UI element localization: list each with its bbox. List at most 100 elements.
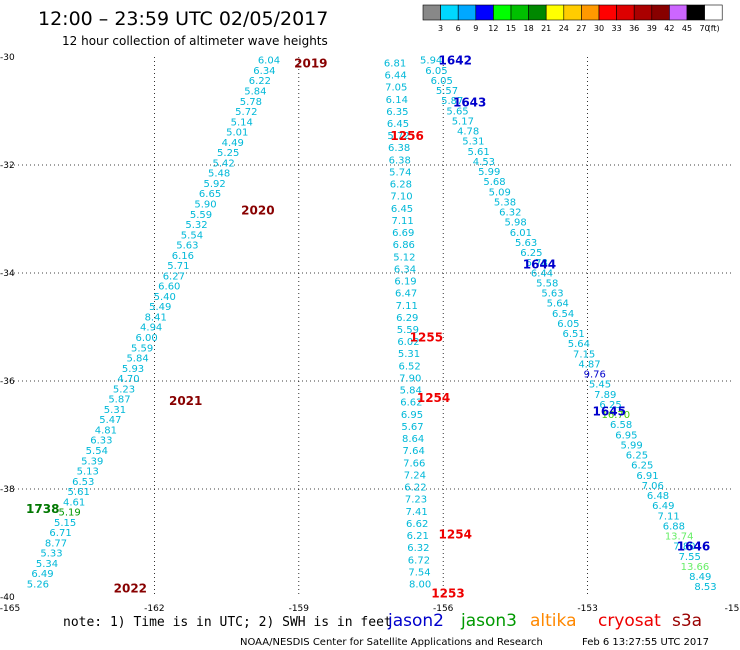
wave-height-point: 16.70 [602,410,631,421]
wave-height-point: 6.47 [395,289,417,300]
colorbar-swatch [633,4,653,21]
wave-height-point: 6.88 [663,521,685,532]
satellite-legend-altika: altika [530,611,577,631]
wave-height-point: 5.84 [126,354,148,365]
wave-height-point: 4.78 [457,127,479,138]
wave-height-point: 7.06 [642,481,664,492]
wave-height-point: 5.42 [213,158,235,169]
wave-height-point: 7.11 [657,511,679,522]
satellite-legend-cryosat: cryosat [598,611,661,631]
wave-height-point: 6.62 [406,519,428,530]
wave-height-point: 6.51 [562,329,584,340]
time-label: 2019 [294,56,327,70]
wave-height-point: 5.25 [217,148,239,159]
time-label: 2022 [114,581,147,595]
footer-note: note: 1) Time is in UTC; 2) SWH is in fe… [63,615,392,630]
wave-height-point: 6.00 [136,333,158,344]
wave-height-point: 4.81 [95,425,117,436]
wave-height-point: 7.66 [403,458,425,469]
time-label: 1254 [417,391,450,405]
wave-height-point: 6.44 [385,71,407,82]
x-tick-label: -165 [0,604,20,614]
wave-height-point: 6.05 [431,76,453,87]
wave-height-point: 9.76 [584,370,606,381]
wave-height-point: 5.57 [436,86,458,97]
wave-height-point: 6.34 [253,66,275,77]
wave-height-point: 6.16 [172,251,194,262]
y-tick-label: -32 [0,161,15,171]
wave-height-point: 5.26 [27,580,49,591]
wave-height-point: 5.94 [420,56,442,67]
satellite-legend-jason3: jason3 [460,611,517,631]
wave-height-point: 7.10 [390,192,412,203]
colorbar-swatch [440,4,459,21]
wave-height-point: 5.92 [203,179,225,190]
wave-height-point: 5.14 [231,117,253,128]
wave-height-point: 5.33 [40,549,62,560]
wave-height-point: 6.19 [394,277,416,288]
wave-height-point: 8.49 [689,572,711,583]
wave-height-point: 4.70 [117,374,139,385]
wave-height-point: 6.02 [397,337,419,348]
chart-title: 12:00 – 23:59 UTC 02/05/2017 [38,8,328,30]
wave-height-point: 6.49 [652,501,674,512]
wave-height-point: 5.61 [68,487,90,498]
colorbar-swatch [616,4,635,21]
wave-height-point: 5.17 [452,116,474,127]
wave-height-point: 7.11 [392,216,414,227]
x-tick-label: -162 [144,604,164,614]
wave-height-point: 6.48 [647,491,669,502]
wave-height-point: 8.64 [402,434,424,445]
wave-height-point: 5.74 [389,167,411,178]
colorbar-swatch [598,4,617,21]
wave-height-point: 5.12 [393,252,415,263]
wave-height-point: 7.05 [385,83,407,94]
wave-height-point: 5.59 [190,210,212,221]
x-tick-label: -15 [725,604,740,614]
wave-height-point: 6.72 [408,555,430,566]
time-label: 2021 [169,394,202,408]
wave-height-point: 6.04 [258,56,280,67]
wave-height-point: 5.31 [398,349,420,360]
time-label: 1253 [431,587,464,601]
wave-height-point: 5.13 [77,467,99,478]
wave-height-point: 6.58 [610,420,632,431]
chart-subtitle: 12 hour collection of altimeter wave hei… [62,34,328,48]
wave-height-point: 5.09 [489,187,511,198]
wave-height-point: 6.45 [387,119,409,130]
time-label: 1646 [677,540,710,554]
wave-height-point: 8.53 [694,582,716,593]
wave-height-point: 7.89 [594,390,616,401]
wave-height-point: 5.98 [504,218,526,229]
wave-height-point: 5.99 [478,167,500,178]
wave-height-point: 6.22 [249,76,271,87]
x-tick-label: -156 [433,604,454,614]
time-label: 1256 [390,129,423,143]
wave-height-point: 7.64 [403,446,425,457]
credit-line: NOAA/NESDIS Center for Satellite Applica… [240,637,543,648]
wave-height-point: 6.81 [384,58,406,69]
time-label: 1738 [26,502,59,516]
time-label: 1644 [523,257,556,271]
wave-height-point: 5.63 [541,289,563,300]
wave-height-point: 6.44 [531,268,553,279]
colorbar-label: 33 [612,24,622,33]
wave-height-point: 6.60 [158,282,180,293]
wave-height-point: 6.35 [386,107,408,118]
wave-height-point: 5.49 [149,302,171,313]
wave-height-point: 6.53 [72,477,94,488]
wave-height-point: 5.40 [154,292,176,303]
wave-height-point: 8.41 [145,312,167,323]
wave-height-point: 4.49 [222,138,244,149]
time-label: 1255 [410,331,443,345]
colorbar-swatch [510,4,529,21]
wave-height-point: 6.28 [390,180,412,191]
wave-height-point: 6.33 [90,436,112,447]
wave-height-point: 5.71 [167,261,189,272]
wave-height-point: 7.90 [399,373,421,384]
wave-height-point: 4.94 [140,323,162,334]
wave-height-point: 5.63 [515,238,537,249]
colorbar-label: 42 [664,24,674,33]
wave-height-point: 5.01 [226,128,248,139]
